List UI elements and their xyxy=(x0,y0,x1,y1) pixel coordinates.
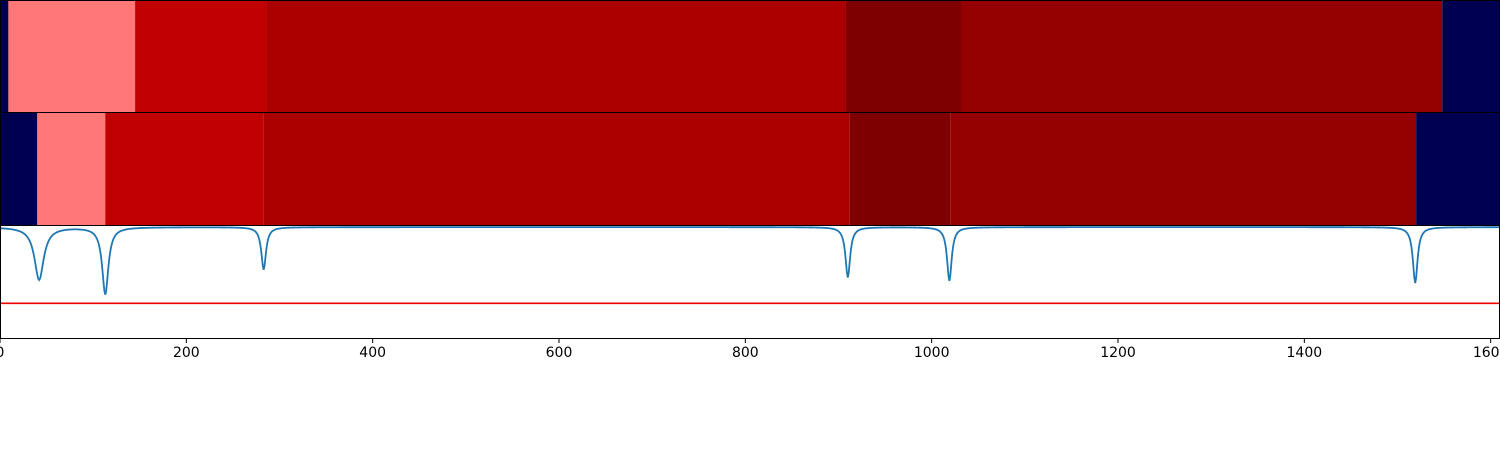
x-tick-label: 1200 xyxy=(1100,345,1136,361)
heatmap-cell xyxy=(0,113,38,225)
heatmap-cell xyxy=(961,1,1443,112)
heatmap-cell xyxy=(0,1,9,112)
heatmap-cell xyxy=(1442,1,1500,112)
x-tick-label: 400 xyxy=(359,345,386,361)
x-tick-label: 1600 xyxy=(1473,345,1500,361)
heatmap-track-bottom xyxy=(0,112,1500,226)
heatmap-cell xyxy=(263,113,850,225)
x-tick-label: 800 xyxy=(732,345,759,361)
heatmap-cell xyxy=(37,113,106,225)
heatmap-cell xyxy=(105,113,264,225)
x-tick-label: 1000 xyxy=(914,345,950,361)
signal-line xyxy=(0,226,1500,295)
signal-frame xyxy=(0,225,1500,339)
heatmap-cell xyxy=(849,113,951,225)
heatmap-cell xyxy=(135,1,267,112)
heatmap-track-top xyxy=(0,0,1500,113)
x-tick-label: 0 xyxy=(0,345,4,361)
heatmap-cell xyxy=(845,1,962,112)
x-tick-label: 1400 xyxy=(1287,345,1323,361)
signal-panel xyxy=(0,225,1500,339)
x-axis: 0 200 400 600 800 1000 1200 1400 1600 xyxy=(0,338,1500,361)
x-tick-label: 200 xyxy=(173,345,200,361)
heatmap-cell xyxy=(1416,113,1500,225)
heatmap-cell xyxy=(950,113,1417,225)
heatmap-cell xyxy=(266,1,846,112)
x-tick-label: 600 xyxy=(546,345,573,361)
heatmap-cell xyxy=(8,1,136,112)
